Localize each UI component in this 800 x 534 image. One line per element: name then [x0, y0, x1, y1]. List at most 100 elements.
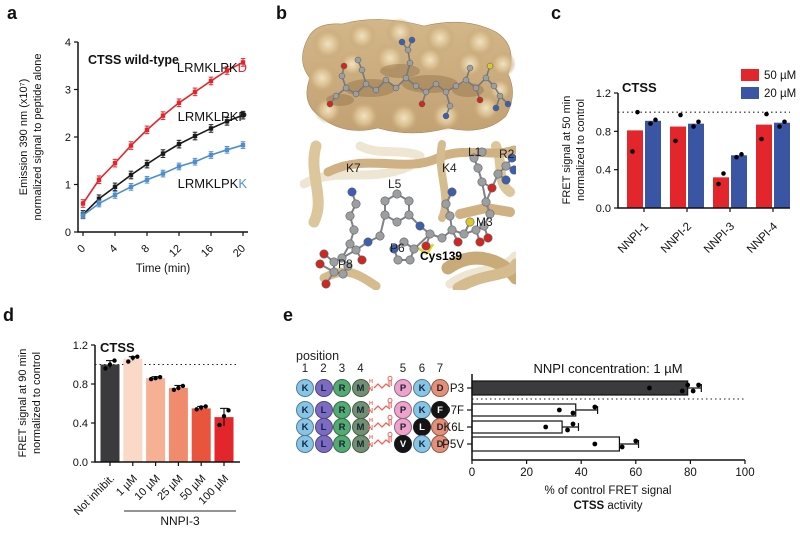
- atom: [375, 231, 385, 241]
- linker-oxygen: [387, 431, 393, 438]
- surface-bump: [456, 50, 484, 78]
- y-axis-label: normalized to control: [575, 99, 587, 201]
- atom: [343, 261, 353, 271]
- panel-b-structure-image: K7 L5 K4 L1 R2 M3 P6 P8 Cys139: [300, 18, 516, 290]
- residue-circle-R: R: [333, 401, 351, 419]
- atom: [501, 161, 511, 171]
- atom: [479, 221, 489, 231]
- bar-25 µM: [168, 387, 188, 462]
- atom: [338, 72, 346, 80]
- linker-N: N: [368, 442, 373, 449]
- atom: [338, 269, 348, 279]
- y-tick-label: 0.8: [73, 379, 88, 391]
- data-dot: [176, 385, 181, 391]
- atom: [349, 225, 359, 235]
- data-dot: [199, 405, 204, 410]
- surface-bump: [314, 96, 342, 124]
- linker-N: N: [368, 386, 373, 393]
- data-marker: [80, 201, 86, 206]
- series-label: LRMKLPKK: [178, 176, 248, 191]
- atom: [408, 36, 416, 44]
- surface-groove: [380, 64, 420, 78]
- residue-circle-L: L: [314, 435, 333, 453]
- atom: [402, 74, 410, 82]
- surface-bump: [416, 46, 444, 74]
- residue-circle-P: P: [394, 418, 412, 436]
- data-marker: [144, 177, 150, 182]
- bar-Not inhibit.: [100, 364, 120, 462]
- data-dot: [696, 119, 701, 125]
- y-axis-label: FRET signal at 50 min: [561, 96, 573, 205]
- data-marker: [176, 100, 182, 105]
- cys139-sidechain: [425, 243, 435, 255]
- data-marker: [208, 78, 214, 84]
- atom: [315, 259, 325, 269]
- position-number: 3: [338, 363, 346, 375]
- atom: [472, 84, 480, 92]
- panel-e-letter: e: [283, 305, 294, 325]
- atom: [392, 217, 402, 227]
- data-marker: [80, 213, 86, 218]
- panel-c-title: CTSS: [622, 80, 657, 95]
- atom: [415, 221, 425, 231]
- data-dot: [721, 171, 726, 176]
- surface-bump: [465, 27, 495, 57]
- y-tick-label: 1.2: [73, 340, 88, 352]
- data-marker: [96, 196, 102, 201]
- atom: [483, 233, 493, 243]
- residue-circle-K: K: [296, 418, 314, 436]
- cartoon-rendering: [300, 140, 516, 290]
- surface-bump: [490, 51, 516, 77]
- residue-circle-L: L: [314, 379, 333, 397]
- atom: [504, 100, 512, 108]
- data-dot: [592, 404, 598, 410]
- atom: [409, 244, 419, 254]
- series-label: LRMKLPKD: [177, 60, 247, 75]
- atom: [485, 209, 495, 219]
- linker-structure: HN: [368, 414, 393, 432]
- atom: [425, 229, 435, 239]
- atom: [380, 196, 390, 206]
- data-marker: [176, 141, 182, 147]
- atom: [345, 211, 355, 221]
- data-dot: [635, 109, 640, 115]
- surface-bump: [425, 23, 455, 53]
- data-dot: [633, 438, 639, 444]
- residue-label-L5: L5: [388, 177, 402, 191]
- data-marker: [192, 159, 198, 164]
- atom: [453, 237, 463, 247]
- position-number: 1: [301, 363, 309, 375]
- surface-bump: [349, 101, 379, 131]
- data-marker: [192, 133, 198, 139]
- bar-P3: [471, 380, 689, 396]
- atom: [345, 239, 355, 249]
- bar-100 µM: [214, 417, 234, 462]
- atom: [469, 153, 479, 163]
- data-dot: [648, 121, 653, 126]
- data-marker: [112, 192, 118, 198]
- bar-1 µM: [123, 358, 143, 462]
- residue-circle-K: K: [296, 379, 314, 397]
- data-dot: [592, 441, 598, 447]
- bar-NNPI-4: [774, 122, 790, 208]
- y-tick-label: 0.4: [596, 165, 611, 177]
- data-marker: [240, 60, 246, 65]
- category-label: P3: [450, 383, 464, 395]
- atom: [326, 100, 334, 108]
- atom: [358, 66, 366, 74]
- atom: [382, 76, 390, 84]
- residue-label-K7: K7: [346, 161, 361, 175]
- bar-K6L: [471, 420, 563, 434]
- atom: [447, 187, 457, 197]
- bar-NNPI-3: [731, 155, 747, 208]
- cys139-sidechain: [417, 246, 428, 256]
- data-marker: [144, 127, 150, 133]
- ribbon: [308, 140, 324, 228]
- residue-label-P8: P8: [338, 257, 353, 271]
- data-dot: [734, 154, 739, 160]
- atom: [465, 217, 475, 227]
- bar-50 µM: [191, 408, 211, 462]
- atom: [332, 92, 340, 100]
